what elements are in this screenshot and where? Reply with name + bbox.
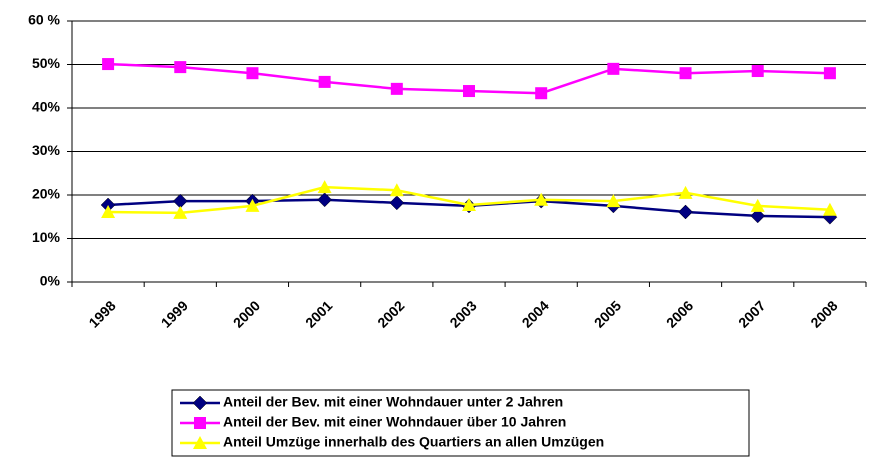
x-tick-label: 2006 [663,297,696,330]
marker [607,62,620,75]
legend-label: Anteil Umzüge innerhalb des Quartiers an… [223,434,604,450]
y-tick-label: 0% [40,273,61,289]
marker [389,183,404,197]
marker [822,202,837,216]
marker [534,192,549,206]
legend-label: Anteil der Bev. mit einer Wohndauer über… [223,414,566,430]
marker [192,395,208,411]
x-tick-label: 2002 [374,297,407,330]
marker [317,180,332,194]
y-tick-label: 50% [32,55,61,71]
x-tick-label: 2007 [735,297,768,330]
y-tick-label: 40% [32,99,61,115]
marker [679,67,692,80]
y-tick-label: 10% [32,229,61,245]
marker [751,65,764,78]
marker [246,67,259,80]
x-tick-label: 2004 [519,297,552,330]
marker [193,436,207,449]
y-tick-label: 60 % [28,12,60,28]
x-tick-label: 1999 [158,297,191,330]
marker [463,85,475,98]
y-tick-label: 30% [32,142,61,158]
legend-box [171,389,750,457]
marker [678,204,693,220]
x-tick-label: 2003 [446,297,479,330]
marker [101,204,116,218]
marker [194,417,206,429]
marker [245,198,260,212]
marker [750,198,765,212]
marker [462,198,476,212]
x-tick-label: 2000 [230,297,263,330]
marker [102,58,115,71]
marker [317,192,332,208]
marker [318,75,331,88]
legend-label: Anteil der Bev. mit einer Wohndauer unte… [223,394,563,410]
marker [390,82,403,95]
marker [174,61,187,74]
x-tick-label: 2001 [302,297,335,330]
x-tick-label: 2005 [591,297,624,330]
marker [678,185,693,199]
marker [173,205,188,219]
y-tick-label: 20% [32,186,61,202]
marker [389,195,405,211]
marker [606,194,621,208]
x-tick-label: 2008 [807,297,840,330]
marker [535,87,548,100]
marker [750,208,766,224]
x-tick-label: 1998 [85,297,118,330]
marker [823,67,836,80]
